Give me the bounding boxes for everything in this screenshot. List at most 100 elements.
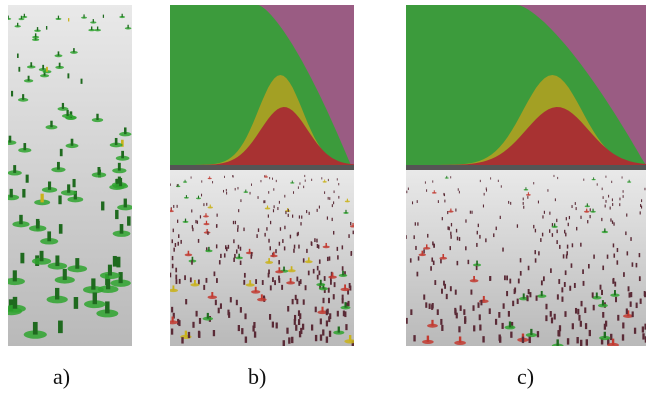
agent-marker	[277, 207, 279, 211]
agent-marker	[522, 201, 524, 205]
agent-marker	[325, 320, 329, 327]
agent-marker	[540, 238, 542, 242]
agent-marker	[207, 292, 218, 299]
agent-marker	[14, 22, 21, 28]
agent-marker	[564, 311, 567, 317]
agent-marker	[203, 213, 209, 218]
agent-marker	[456, 236, 459, 241]
agent-marker	[614, 281, 617, 287]
agent-marker	[449, 286, 452, 292]
agent-marker	[180, 239, 182, 244]
agent-marker	[551, 223, 554, 227]
agent-marker	[235, 299, 238, 306]
agent-marker	[81, 14, 88, 19]
agent-marker	[580, 300, 583, 307]
agent-marker	[316, 279, 326, 287]
agent-marker	[310, 241, 313, 246]
agent-marker	[426, 189, 428, 192]
agent-marker	[54, 51, 63, 58]
agent-marker	[299, 313, 302, 320]
agent-marker	[268, 238, 270, 243]
agent-marker	[329, 197, 331, 200]
agent-marker	[414, 222, 416, 226]
agent-marker	[176, 184, 178, 187]
agent-marker	[479, 324, 482, 331]
agent-marker	[206, 202, 208, 206]
agent-marker	[61, 109, 74, 119]
agent-marker	[338, 182, 340, 186]
agent-marker	[578, 314, 581, 321]
agent-marker	[205, 246, 213, 253]
agent-marker	[561, 296, 564, 302]
agent-marker	[330, 279, 332, 285]
agent-marker	[58, 224, 63, 234]
agent-marker	[55, 15, 62, 21]
agent-marker	[406, 317, 408, 324]
agent-marker	[525, 328, 538, 338]
agent-marker	[465, 219, 467, 223]
agent-marker	[641, 199, 643, 203]
agent-marker	[344, 271, 346, 276]
agent-marker	[602, 196, 604, 199]
agent-marker	[406, 235, 407, 239]
agent-marker	[341, 298, 344, 304]
agent-marker	[558, 325, 562, 332]
agent-marker	[331, 204, 333, 208]
agent-marker	[644, 336, 646, 343]
agent-marker	[545, 315, 548, 322]
agent-marker	[68, 18, 70, 22]
agent-marker	[23, 321, 47, 339]
agent-marker	[191, 225, 194, 229]
agent-marker	[509, 278, 512, 284]
agent-marker	[243, 189, 249, 193]
agent-marker	[170, 316, 178, 325]
agent-marker	[275, 249, 277, 254]
agent-marker	[201, 193, 203, 197]
agent-marker	[485, 187, 487, 190]
agent-marker	[565, 254, 568, 259]
agent-marker	[212, 181, 214, 184]
agent-marker	[18, 66, 21, 72]
agent-marker	[22, 188, 26, 198]
agent-marker	[504, 275, 506, 281]
agent-marker	[288, 337, 291, 344]
agent-marker	[84, 292, 106, 309]
agent-marker	[454, 336, 466, 345]
agent-marker	[589, 208, 591, 212]
agent-marker	[485, 238, 487, 243]
agent-marker	[232, 175, 234, 178]
agent-marker	[177, 241, 179, 246]
agent-marker	[331, 217, 333, 222]
agent-marker	[229, 297, 232, 303]
agent-marker	[456, 260, 459, 266]
agent-marker	[67, 258, 88, 273]
agent-marker	[91, 167, 107, 178]
agent-marker	[298, 331, 302, 338]
agent-marker	[32, 33, 40, 39]
agent-marker	[479, 234, 481, 239]
agent-marker	[604, 320, 608, 327]
agent-marker	[522, 197, 524, 201]
agent-marker	[499, 215, 501, 220]
agent-marker	[299, 182, 301, 185]
agent-marker	[293, 314, 297, 321]
agent-marker	[489, 275, 492, 281]
agent-marker	[207, 204, 213, 209]
agent-marker	[316, 265, 319, 271]
agent-marker	[281, 284, 284, 290]
agent-marker	[8, 296, 26, 313]
agent-marker	[253, 321, 256, 328]
agent-marker	[576, 226, 578, 231]
agent-marker	[301, 323, 305, 330]
agent-marker	[432, 260, 435, 265]
agent-marker	[300, 222, 302, 226]
agent-marker	[458, 326, 461, 333]
agent-marker	[25, 174, 29, 183]
agent-marker	[182, 218, 189, 223]
agent-marker	[570, 263, 573, 268]
agent-marker	[31, 250, 52, 265]
agent-marker	[278, 260, 280, 265]
agent-marker	[323, 276, 326, 281]
agent-marker	[447, 226, 449, 230]
agent-marker	[601, 289, 603, 296]
